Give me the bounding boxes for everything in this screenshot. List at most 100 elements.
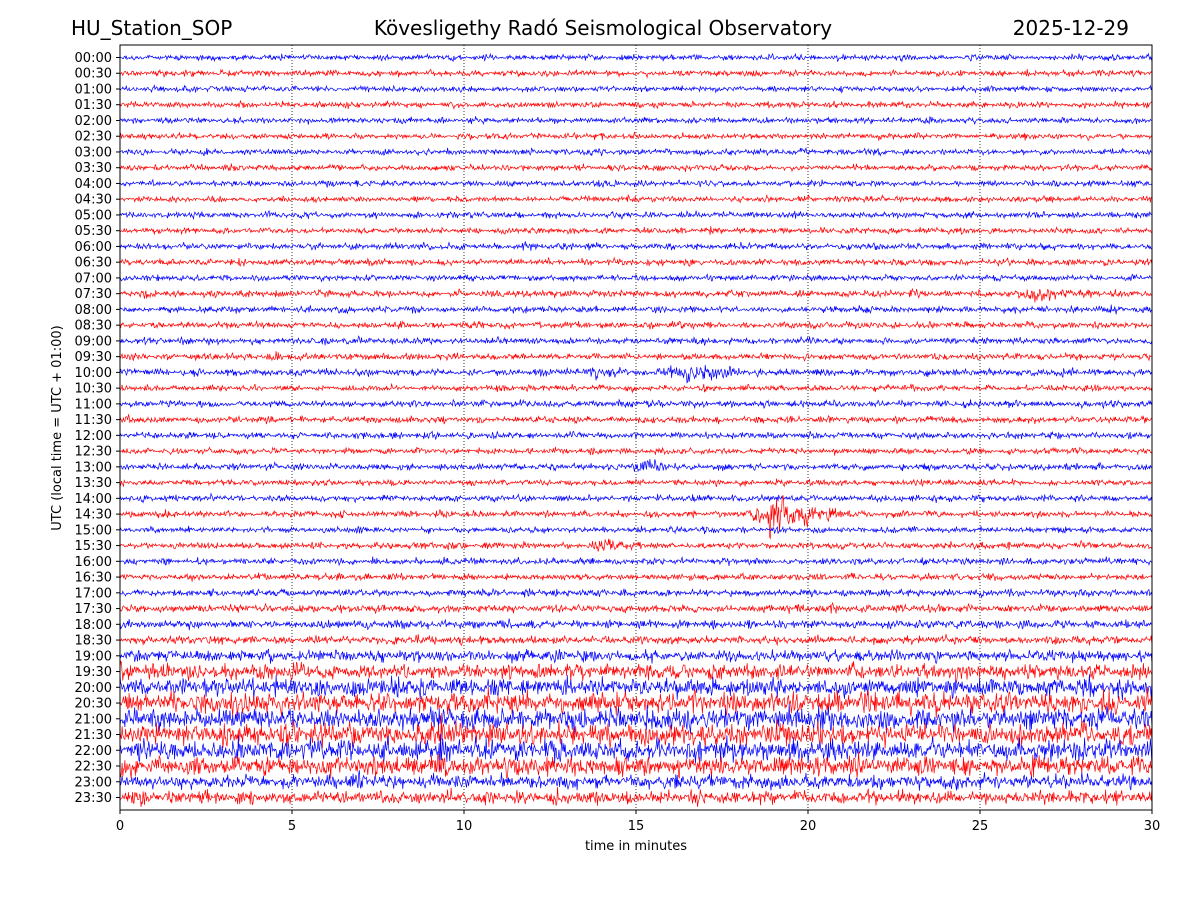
y-tick-label: 21:00 [75, 712, 112, 727]
trace-1900 [119, 648, 1153, 665]
trace-1000 [119, 364, 1153, 384]
trace-0000 [119, 52, 1153, 63]
y-tick-label: 23:30 [75, 791, 112, 806]
y-tick-label: 08:30 [75, 319, 112, 334]
y-tick-label: 16:00 [75, 555, 112, 570]
y-tick-label: 13:30 [75, 476, 112, 491]
x-axis-label: time in minutes [585, 839, 687, 854]
trace-2200 [119, 733, 1153, 771]
y-tick-label: 11:30 [75, 413, 112, 428]
x-tick-label: 20 [800, 819, 817, 834]
trace-2000 [119, 673, 1153, 701]
y-tick-label: 09:00 [75, 334, 112, 349]
trace-2100 [119, 703, 1153, 735]
y-tick-label: 01:30 [75, 98, 112, 113]
trace-0330 [119, 163, 1153, 173]
trace-0230 [119, 131, 1153, 141]
trace-2330 [119, 786, 1153, 807]
y-tick-label: 16:30 [75, 571, 112, 586]
y-tick-label: 17:30 [75, 602, 112, 617]
trace-1530 [119, 538, 1153, 552]
x-tick-label: 25 [972, 819, 989, 834]
y-tick-label: 05:30 [75, 224, 112, 239]
y-tick-label: 03:30 [75, 161, 112, 176]
trace-0530 [119, 226, 1153, 236]
trace-0930 [119, 351, 1152, 362]
x-tick-label: 10 [456, 819, 473, 834]
y-tick-label: 14:00 [75, 492, 112, 507]
y-tick-label: 03:00 [75, 145, 112, 160]
trace-0300 [119, 147, 1152, 157]
trace-0400 [119, 178, 1153, 189]
trace-1330 [119, 478, 1152, 488]
y-tick-label: 23:00 [75, 775, 112, 790]
trace-0730 [119, 287, 1152, 303]
trace-1230 [119, 446, 1153, 456]
trace-2300 [119, 770, 1153, 791]
y-tick-label: 20:30 [75, 697, 112, 712]
y-tick-label: 02:30 [75, 130, 112, 145]
y-tick-label: 19:30 [75, 665, 112, 680]
trace-1030 [119, 383, 1153, 394]
trace-0130 [119, 99, 1153, 111]
y-tick-label: 04:00 [75, 177, 112, 192]
x-tick-label: 5 [288, 819, 296, 834]
trace-0100 [119, 84, 1153, 94]
trace-1400 [119, 492, 1153, 504]
trace-0200 [119, 116, 1152, 125]
trace-1600 [119, 556, 1153, 567]
trace-1300 [119, 458, 1153, 473]
trace-1130 [119, 413, 1153, 425]
trace-0830 [119, 319, 1153, 331]
y-tick-label: 17:00 [75, 586, 112, 601]
trace-1830 [120, 633, 1153, 647]
x-tick-label: 0 [116, 819, 124, 834]
x-tick-label: 30 [1144, 819, 1161, 834]
y-tick-label: 07:00 [75, 271, 112, 286]
date-title: 2025-12-29 [1013, 16, 1129, 40]
y-tick-label: 21:30 [75, 728, 112, 743]
trace-0700 [119, 273, 1153, 283]
trace-1430 [119, 495, 1153, 540]
trace-1930 [119, 660, 1153, 684]
y-tick-label: 18:30 [75, 634, 112, 649]
y-tick-label: 05:00 [75, 208, 112, 223]
y-tick-label: 22:00 [75, 744, 112, 759]
trace-2030 [119, 686, 1153, 719]
y-tick-label: 06:00 [75, 240, 112, 255]
trace-2130 [119, 713, 1153, 751]
y-tick-label: 00:00 [75, 51, 112, 66]
station-title: HU_Station_SOP [71, 16, 232, 40]
trace-1100 [119, 398, 1153, 410]
x-tick-label: 15 [628, 819, 645, 834]
y-tick-label: 02:00 [75, 114, 112, 129]
y-tick-label: 18:00 [75, 618, 112, 633]
trace-1800 [119, 618, 1153, 631]
y-tick-label: 12:30 [75, 445, 112, 460]
trace-2230 [119, 751, 1153, 780]
y-tick-label: 08:00 [75, 303, 112, 318]
trace-0030 [119, 68, 1153, 79]
trace-0600 [119, 241, 1152, 251]
y-tick-label: 11:00 [75, 397, 112, 412]
y-tick-label: 22:30 [75, 760, 112, 775]
y-tick-label: 10:30 [75, 382, 112, 397]
y-tick-label: 06:30 [75, 256, 112, 271]
y-tick-label: 19:00 [75, 649, 112, 664]
trace-0630 [119, 256, 1153, 267]
y-tick-label: 04:30 [75, 193, 112, 208]
y-axis-label: UTC (local time = UTC + 01:00) [50, 325, 65, 530]
y-tick-label: 00:30 [75, 67, 112, 82]
trace-0900 [119, 335, 1153, 346]
chart-title: Kövesligethy Radó Seismological Observat… [374, 16, 832, 40]
y-tick-label: 07:30 [75, 287, 112, 302]
y-tick-label: 15:00 [75, 523, 112, 538]
y-tick-label: 12:00 [75, 429, 112, 444]
trace-1630 [119, 571, 1153, 582]
y-tick-label: 13:00 [75, 460, 112, 475]
trace-0430 [119, 193, 1152, 204]
trace-0500 [119, 209, 1153, 220]
y-tick-label: 01:00 [75, 82, 112, 97]
trace-1500 [119, 525, 1153, 535]
